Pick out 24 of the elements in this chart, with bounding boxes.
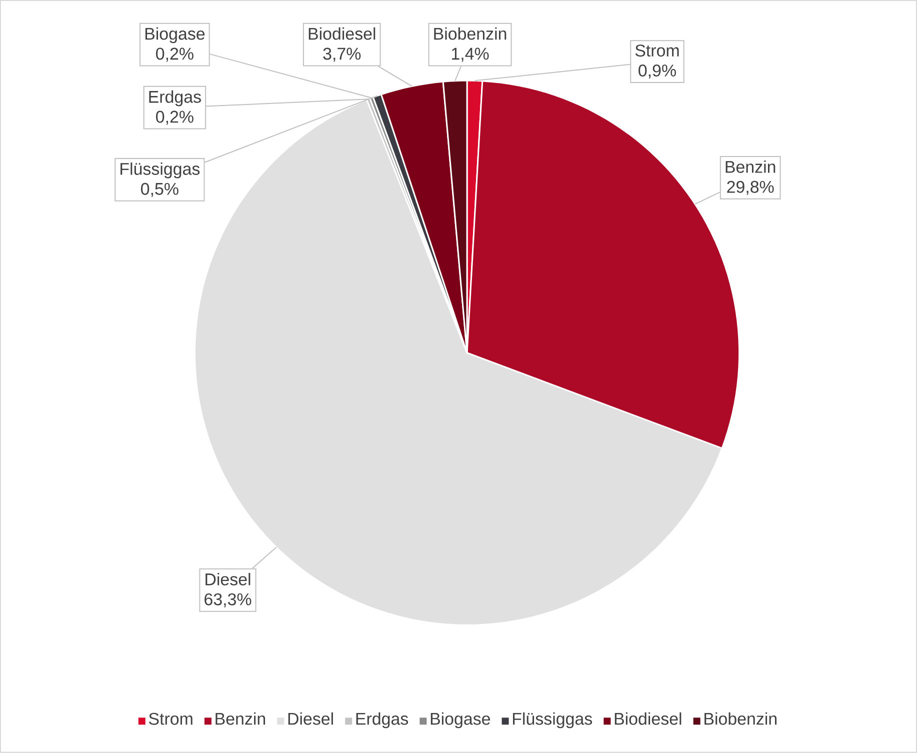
slice-label: Biobenzin bbox=[434, 27, 506, 40]
data-label: 29,8% bbox=[727, 180, 774, 195]
data-label: 3,7% bbox=[323, 48, 361, 62]
legend-label: Benzin bbox=[216, 712, 266, 725]
data-label: 0,2% bbox=[156, 48, 194, 62]
slice-label: Flüssiggas bbox=[120, 162, 200, 178]
slice-label: Benzin bbox=[726, 160, 776, 174]
data-label: 0,2% bbox=[156, 110, 194, 125]
slice-label: Diesel bbox=[206, 573, 250, 586]
legend-label: Strom bbox=[148, 712, 192, 725]
slice-label: Biodiesel bbox=[308, 27, 376, 40]
slice-label: Erdgas bbox=[149, 90, 201, 106]
legend-label: Biodiesel bbox=[614, 712, 682, 725]
slice-label: Biogase bbox=[145, 27, 205, 44]
data-label: 0,9% bbox=[638, 64, 676, 79]
legend-label: Biogase bbox=[430, 712, 490, 728]
legend-label: Biobenzin bbox=[704, 712, 776, 725]
legend-label: Flüssiggas bbox=[513, 712, 592, 728]
data-label: 1,4% bbox=[452, 48, 489, 62]
slice-label: Strom bbox=[635, 44, 679, 57]
data-label: 0,5% bbox=[141, 182, 178, 197]
legend-label: Erdgas bbox=[356, 712, 408, 728]
legend-label: Diesel bbox=[288, 712, 333, 725]
data-label: 63,3% bbox=[204, 593, 252, 608]
